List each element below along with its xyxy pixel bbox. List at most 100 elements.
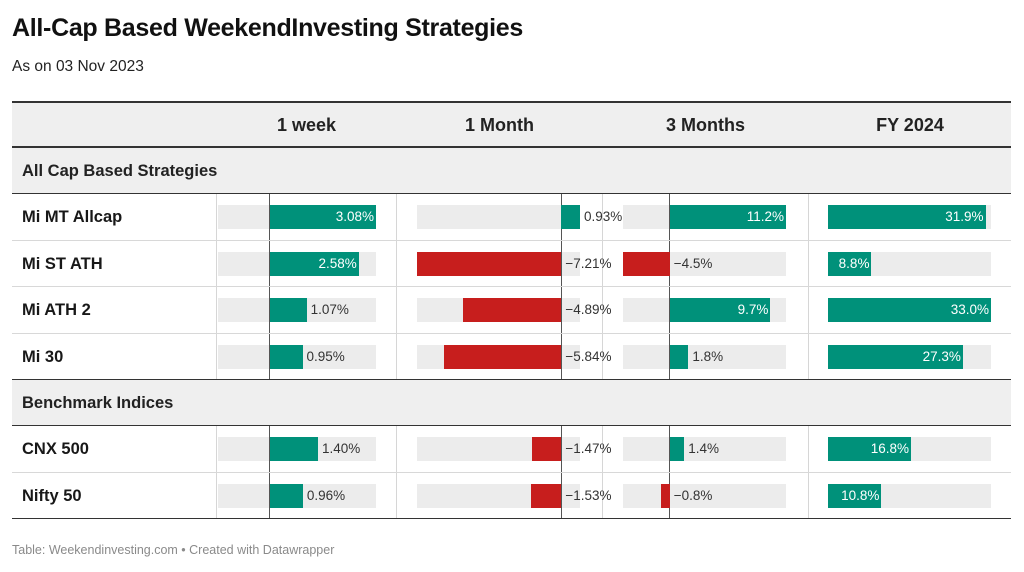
value-label: 11.2% xyxy=(746,209,784,224)
negative-bar xyxy=(444,344,562,369)
bar-track xyxy=(623,483,786,508)
column-divider xyxy=(602,287,603,333)
positive-bar xyxy=(828,483,882,508)
positive-bar xyxy=(828,437,911,461)
positive-bar xyxy=(561,205,580,229)
zero-axis xyxy=(669,240,671,286)
bar-track xyxy=(623,344,786,369)
column-divider xyxy=(602,240,603,286)
negative-bar xyxy=(417,251,562,276)
column-divider xyxy=(216,472,217,518)
group-label: Benchmark Indices xyxy=(22,394,174,412)
table-row: CNX 500 1.40% −1.47% 1.4% 16.8% xyxy=(12,426,1011,473)
positive-bar xyxy=(269,298,307,322)
column-divider xyxy=(396,333,397,379)
negative-bar xyxy=(463,298,562,322)
table-row: Mi ST ATH 2.58% −7.21% −4.5% 8.8% xyxy=(12,240,1011,287)
value-label: −4.89% xyxy=(565,302,612,317)
value-label: 8.8% xyxy=(838,255,870,271)
zero-axis xyxy=(560,472,562,518)
positive-bar xyxy=(269,344,303,369)
row-label: Mi ST ATH xyxy=(22,254,103,273)
positive-bar xyxy=(269,437,319,461)
positive-bar xyxy=(828,205,986,229)
value-label: 33.0% xyxy=(950,302,989,317)
value-label: −5.84% xyxy=(565,348,612,364)
positive-bar xyxy=(669,344,689,369)
zero-axis xyxy=(560,287,562,333)
value-label: 0.95% xyxy=(306,348,345,364)
negative-bar xyxy=(661,483,670,508)
value-label: 3.08% xyxy=(335,209,374,224)
positive-bar xyxy=(669,437,685,461)
table-header: 1 week 1 Month 3 Months FY 2024 xyxy=(12,101,1011,148)
value-label: 27.3% xyxy=(922,348,961,364)
column-divider xyxy=(396,426,397,472)
column-divider xyxy=(808,472,809,518)
zero-axis xyxy=(560,240,562,286)
column-divider xyxy=(396,240,397,286)
positive-bar xyxy=(669,205,786,229)
value-label: 0.96% xyxy=(306,487,346,503)
positive-bar xyxy=(269,205,376,229)
column-divider xyxy=(396,287,397,333)
column-divider xyxy=(808,194,809,240)
data-table: 1 week 1 Month 3 Months FY 2024 All Cap Bas… xyxy=(12,101,1011,519)
bar-track xyxy=(417,205,580,229)
value-label: 0.93% xyxy=(584,209,623,224)
column-divider xyxy=(602,333,603,379)
column-divider xyxy=(602,472,603,518)
value-label: 16.8% xyxy=(870,441,909,456)
positive-bar xyxy=(269,251,359,276)
chart-title: All-Cap Based WeekendInvesting Strategie… xyxy=(12,14,524,42)
table-row: Mi ATH 2 1.07% −4.89% 9.7% 33.0% xyxy=(12,287,1011,334)
column-divider xyxy=(808,287,809,333)
value-label: 2.58% xyxy=(318,255,357,271)
group-header: Benchmark Indices xyxy=(12,380,1011,426)
positive-bar xyxy=(828,251,872,276)
column-header: 1 week xyxy=(276,115,337,135)
positive-bar xyxy=(828,344,963,369)
value-label: −1.53% xyxy=(565,487,612,503)
value-label: 10.8% xyxy=(841,487,880,503)
column-divider xyxy=(216,194,217,240)
column-header: 1 Month xyxy=(465,115,534,135)
column-divider xyxy=(602,194,603,240)
column-divider xyxy=(808,240,809,286)
positive-bar xyxy=(669,298,771,322)
negative-bar xyxy=(530,483,562,508)
column-divider xyxy=(216,240,217,286)
column-divider xyxy=(808,426,809,472)
column-header: 3 Months xyxy=(666,115,745,135)
zero-axis xyxy=(560,333,562,379)
row-label: Mi 30 xyxy=(22,347,64,366)
value-label: −1.47% xyxy=(565,441,612,456)
column-divider xyxy=(216,426,217,472)
chart-subtitle: As on 03 Nov 2023 xyxy=(12,58,144,75)
table-row: Nifty 50 0.96% −1.53% −0.8% 10.8% xyxy=(12,472,1011,519)
value-label: −0.8% xyxy=(673,487,713,503)
row-label: Nifty 50 xyxy=(22,486,82,505)
table-row: Mi MT Allcap 3.08% 0.93% 11.2% 31.9% xyxy=(12,194,1011,241)
row-label: Mi ATH 2 xyxy=(22,301,91,319)
row-label: CNX 500 xyxy=(22,440,89,458)
zero-axis xyxy=(669,472,671,518)
column-divider xyxy=(216,333,217,379)
zero-axis xyxy=(560,426,562,472)
column-divider xyxy=(396,194,397,240)
value-label: 1.8% xyxy=(692,348,724,364)
negative-bar xyxy=(531,437,562,461)
value-label: 9.7% xyxy=(737,302,769,317)
value-label: −7.21% xyxy=(565,255,612,271)
source-footer: Table: Weekendinvesting.com • Created wi… xyxy=(12,543,335,557)
value-label: 1.4% xyxy=(688,441,720,456)
positive-bar xyxy=(828,298,991,322)
table-row: Mi 30 0.95% −5.84% 1.8% 27.3% xyxy=(12,333,1011,380)
group-header: All Cap Based Strategies xyxy=(12,148,1011,194)
column-divider xyxy=(602,426,603,472)
column-header: FY 2024 xyxy=(876,115,944,135)
value-label: −4.5% xyxy=(673,255,713,271)
positive-bar xyxy=(269,483,303,508)
value-label: 31.9% xyxy=(945,209,984,224)
group-label: All Cap Based Strategies xyxy=(22,162,218,180)
